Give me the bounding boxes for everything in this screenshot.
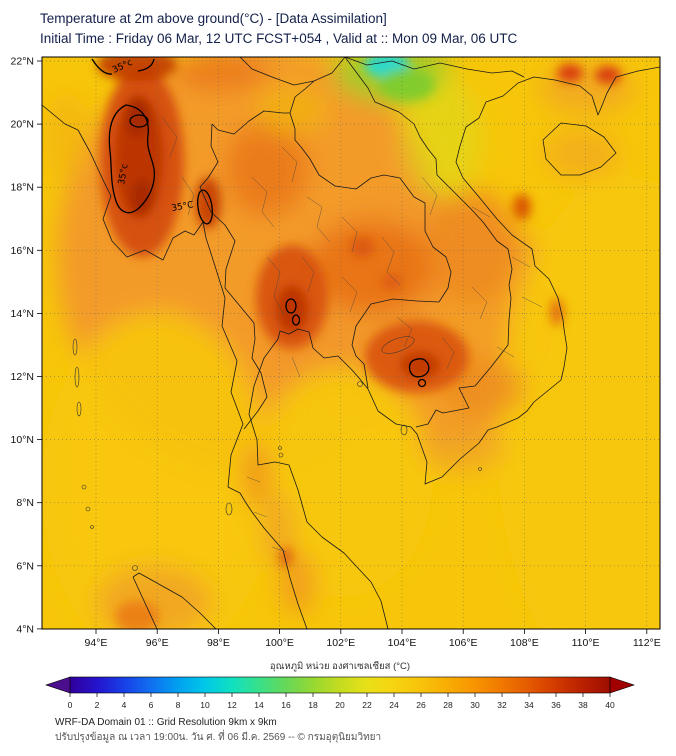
coastline-mainland bbox=[42, 66, 660, 629]
colorbar-gradient bbox=[69, 676, 611, 694]
colorbar-label: อุณหภูมิ หน่วย องศาเซลเซียส (°C) bbox=[270, 660, 410, 672]
border-thailand-myanmar bbox=[199, 123, 268, 430]
colorbar-right-arrow bbox=[609, 676, 635, 694]
colorbar-tick-label: 32 bbox=[497, 700, 507, 710]
lon-tick-label: 100°E bbox=[265, 637, 294, 649]
lon-tick-label: 104°E bbox=[388, 637, 417, 649]
footer-domain-info: WRF-DA Domain 01 :: Grid Resolution 9km … bbox=[55, 717, 277, 728]
colorbar-tick-label: 22 bbox=[362, 700, 372, 710]
colorbar-tick-label: 18 bbox=[308, 700, 318, 710]
colorbar-tick-label: 36 bbox=[551, 700, 561, 710]
temperature-map: 35°c 35°c 35°C 22°N20°N18°N16°N14°N12°N1… bbox=[11, 56, 661, 711]
plot-frame bbox=[41, 56, 661, 630]
coastlines-and-borders bbox=[42, 57, 660, 629]
colorbar-tick-label: 38 bbox=[578, 700, 588, 710]
province-boundaries bbox=[161, 116, 543, 553]
coastline-sumatra bbox=[132, 572, 217, 629]
border-thailand-cambodia bbox=[351, 298, 440, 389]
colorbar-tick-label: 30 bbox=[470, 700, 480, 710]
colorbar: อุณหภูมิ หน่วย องศาเซลเซียส (°C) 0 2 4 6 8 10… bbox=[45, 660, 635, 710]
colorbar-tick-label: 2 bbox=[95, 700, 100, 710]
colorbar-tick-label: 0 bbox=[68, 700, 73, 710]
lat-tick-label: 12°N bbox=[11, 371, 34, 383]
lon-tick-label: 112°E bbox=[633, 637, 661, 649]
lat-tick-label: 14°N bbox=[11, 308, 34, 320]
border-china-north bbox=[239, 57, 525, 114]
lat-tick-label: 16°N bbox=[11, 245, 34, 257]
colorbar-tick-label: 26 bbox=[416, 700, 426, 710]
lat-tick-label: 6°N bbox=[16, 560, 34, 572]
contour-label-35c-border: 35°C bbox=[171, 200, 195, 214]
lon-tick-label: 98°E bbox=[207, 637, 230, 649]
colorbar-tick-label: 14 bbox=[254, 700, 264, 710]
lat-tick-label: 8°N bbox=[16, 497, 34, 509]
lon-tick-label: 96°E bbox=[146, 637, 169, 649]
colorbar-tick-label: 6 bbox=[149, 700, 154, 710]
latitude-axis: 22°N 20°N 18°N 16°N 14°N 12°N 10°N 8°N 6°N 4°N bbox=[11, 56, 42, 635]
footer: WRF-DA Domain 01 :: Grid Resolution 9km … bbox=[0, 715, 676, 745]
contour-label-35c-west: 35°c bbox=[117, 163, 130, 185]
colorbar-tick-label: 10 bbox=[200, 700, 210, 710]
page-title: Temperature at 2m above ground(°C) - [Da… bbox=[40, 11, 387, 26]
header: Temperature at 2m above ground(°C) - [Da… bbox=[0, 0, 676, 49]
temperature-field bbox=[42, 57, 660, 629]
lon-tick-label: 94°E bbox=[85, 637, 108, 649]
border-laos-vietnam bbox=[344, 57, 513, 299]
border-cambodia-vietnam bbox=[415, 297, 512, 428]
colorbar-tick-label: 8 bbox=[176, 700, 181, 710]
border-thailand-laos bbox=[289, 112, 452, 303]
colorbar-tick-label: 40 bbox=[605, 700, 615, 710]
colorbar-left-arrow bbox=[45, 676, 71, 694]
lat-tick-label: 20°N bbox=[11, 119, 34, 131]
border-thailand-north bbox=[211, 110, 290, 135]
longitude-axis: 94°E 96°E 98°E 100°E 102°E 104°E 106°E 108°E 110… bbox=[85, 629, 661, 649]
coastline-hainan bbox=[542, 122, 617, 176]
colorbar-tick-label: 4 bbox=[122, 700, 127, 710]
lon-tick-label: 106°E bbox=[449, 637, 478, 649]
colorbar-tick-label: 20 bbox=[335, 700, 345, 710]
colorbar-ticks: 0 2 4 6 8 10 12 14 16 18 20 22 24 26 28 30 32 34 36 38 40 bbox=[68, 693, 615, 710]
lat-tick-label: 18°N bbox=[11, 182, 34, 194]
colorbar-tick-label: 28 bbox=[443, 700, 453, 710]
page-subtitle: Initial Time : Friday 06 Mar, 12 UTC FCS… bbox=[40, 31, 518, 46]
lon-tick-label: 102°E bbox=[326, 637, 355, 649]
lat-tick-label: 4°N bbox=[16, 623, 34, 635]
footer-update-info: ปรับปรุงข้อมูล ณ เวลา 19:00น. วัน ศ. ที่… bbox=[55, 732, 382, 743]
colorbar-tick-label: 12 bbox=[227, 700, 237, 710]
colorbar-tick-label: 24 bbox=[389, 700, 399, 710]
lat-tick-label: 10°N bbox=[11, 434, 34, 446]
colorbar-tick-label: 34 bbox=[524, 700, 534, 710]
colorbar-tick-label: 16 bbox=[281, 700, 291, 710]
lon-tick-label: 108°E bbox=[510, 637, 539, 649]
islands bbox=[72, 336, 482, 571]
lat-tick-label: 22°N bbox=[11, 56, 34, 68]
lon-tick-label: 110°E bbox=[572, 637, 600, 649]
